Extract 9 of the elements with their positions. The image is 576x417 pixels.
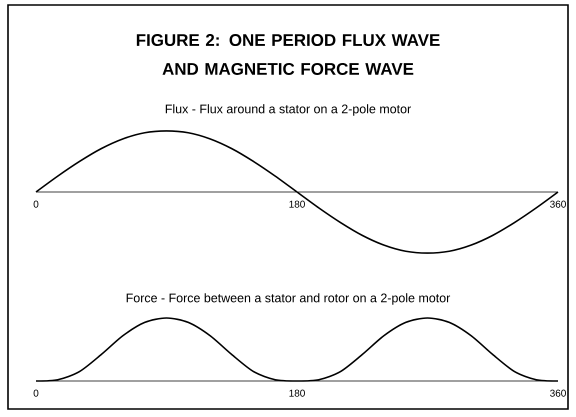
x-tick-label: 0 [34, 200, 38, 208]
chart-title: Force - Force between a stator and rotor on a 2-pole motor [126, 293, 450, 305]
x-tick-label: 180 [289, 200, 305, 208]
x-tick-label: 360 [550, 390, 566, 397]
chart-subtitle: Flux - Flux around a stator on a 2-pole motor [166, 104, 411, 116]
x-tick-label: 180 [289, 390, 305, 397]
chart-title: FIGURE 2: ONE PERIOD FLUX WAVE AND MAGNETIC FORCE WAVE [136, 34, 440, 75]
x-tick-label: 0 [34, 390, 38, 397]
x-tick-label: 360 [550, 200, 566, 208]
